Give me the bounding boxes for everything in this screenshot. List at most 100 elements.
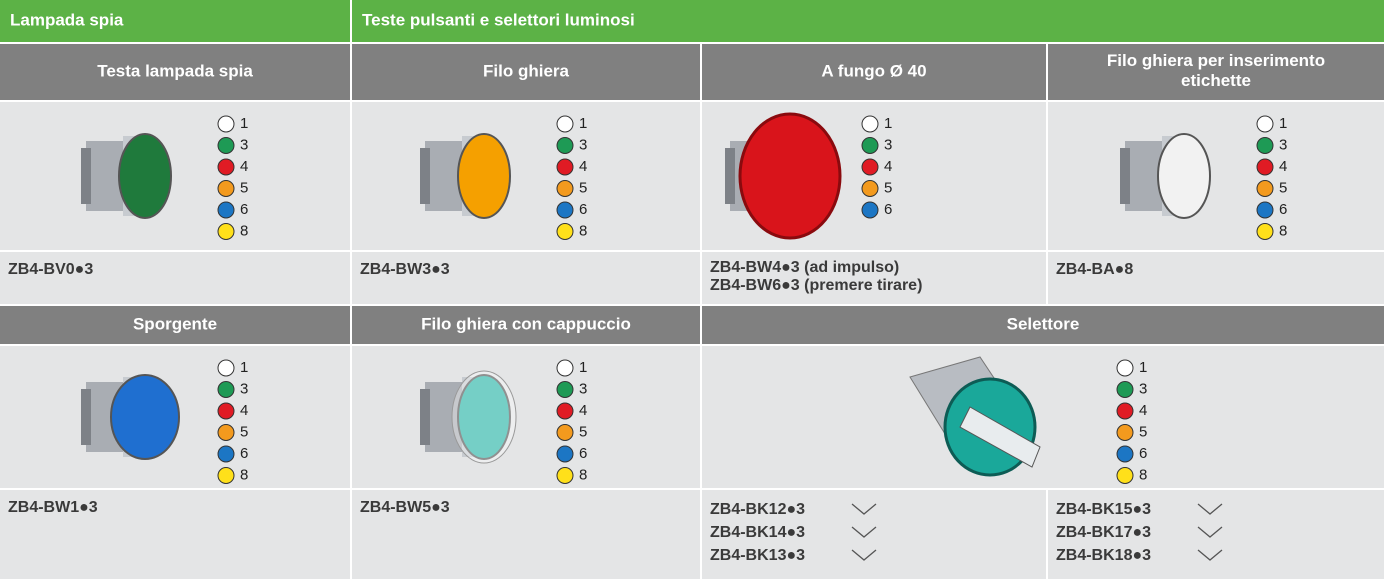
column-header-bg bbox=[352, 306, 700, 344]
legend-code: 5 bbox=[1279, 179, 1287, 196]
image-cell-bg bbox=[352, 346, 700, 488]
code-cell-bg bbox=[0, 252, 350, 304]
legend-code: 1 bbox=[240, 115, 248, 132]
metal-base bbox=[420, 148, 430, 204]
product-code: ZB4-BW5●3 bbox=[360, 499, 450, 516]
image-cell-bg bbox=[1048, 102, 1384, 250]
selector-lever bbox=[959, 406, 1041, 468]
legend-swatch bbox=[1256, 158, 1274, 176]
legend-swatch bbox=[556, 137, 574, 154]
code-cell-bg bbox=[1048, 490, 1384, 579]
switch-symbol bbox=[1197, 549, 1223, 561]
column-header: A fungo Ø 40 bbox=[821, 61, 926, 80]
column-header-bg bbox=[0, 44, 350, 100]
legend-swatch bbox=[556, 467, 574, 484]
legend-code: 8 bbox=[579, 466, 587, 483]
legend-swatch bbox=[217, 424, 235, 441]
legend-swatch bbox=[861, 158, 879, 176]
legend-code: 6 bbox=[1139, 445, 1147, 462]
legend-code: 5 bbox=[1139, 423, 1147, 440]
legend-swatch bbox=[217, 115, 235, 133]
code-cell-bg bbox=[1048, 252, 1384, 304]
legend-code: 6 bbox=[240, 201, 248, 218]
product-code: ZB4-BK14●3 bbox=[710, 524, 805, 541]
legend-swatch bbox=[556, 115, 574, 133]
legend-swatch bbox=[217, 445, 235, 463]
legend-swatch bbox=[217, 359, 235, 377]
legend-swatch bbox=[1116, 381, 1134, 398]
column-header: Testa lampada spia bbox=[97, 61, 253, 80]
legend-swatch bbox=[556, 381, 574, 398]
product-code: ZB4-BV0●3 bbox=[8, 261, 93, 278]
column-header: Selettore bbox=[1007, 314, 1080, 333]
switch-symbol bbox=[851, 503, 877, 515]
legend-code: 6 bbox=[884, 201, 892, 218]
column-header-bg bbox=[0, 306, 350, 344]
legend-swatch bbox=[1256, 201, 1274, 219]
legend-code: 5 bbox=[240, 423, 248, 440]
column-header: Sporgente bbox=[133, 314, 217, 333]
legend-swatch bbox=[1256, 115, 1274, 133]
switch-symbol bbox=[851, 549, 877, 561]
legend-swatch bbox=[861, 137, 879, 154]
legend-code: 8 bbox=[240, 466, 248, 483]
switch-symbol bbox=[1197, 503, 1223, 515]
legend-code: 4 bbox=[579, 402, 587, 419]
lens bbox=[738, 112, 842, 240]
legend-swatch bbox=[556, 359, 574, 377]
cap bbox=[451, 370, 517, 464]
group-header: Teste pulsanti e selettori luminosi bbox=[362, 10, 635, 29]
lens bbox=[110, 374, 180, 460]
legend-swatch bbox=[861, 201, 879, 219]
metal-base bbox=[420, 389, 430, 445]
legend-code: 6 bbox=[1279, 201, 1287, 218]
switch-symbol bbox=[851, 526, 877, 538]
legend-code: 4 bbox=[240, 402, 248, 419]
group-header-bg bbox=[352, 0, 1384, 42]
metal-base bbox=[1120, 148, 1130, 204]
code-cell-bg bbox=[702, 252, 1046, 304]
product-code: ZB4-BK13●3 bbox=[710, 547, 805, 564]
code-cell-bg bbox=[0, 490, 350, 579]
legend-code: 4 bbox=[1279, 158, 1287, 175]
legend-code: 8 bbox=[240, 222, 248, 239]
legend-code: 3 bbox=[1279, 136, 1287, 153]
legend-swatch bbox=[556, 445, 574, 463]
column-header-bg bbox=[352, 44, 700, 100]
legend-swatch bbox=[556, 180, 574, 197]
legend-code: 5 bbox=[884, 179, 892, 196]
legend-code: 6 bbox=[579, 445, 587, 462]
product-code: ZB4-BK17●3 bbox=[1056, 524, 1151, 541]
image-cell-bg bbox=[352, 102, 700, 250]
code-cell-bg bbox=[352, 490, 700, 579]
legend-swatch bbox=[1116, 359, 1134, 377]
legend-swatch bbox=[217, 467, 235, 484]
code-cell-bg bbox=[352, 252, 700, 304]
legend-swatch bbox=[217, 137, 235, 154]
legend-swatch bbox=[1116, 424, 1134, 441]
legend-swatch bbox=[1256, 180, 1274, 197]
product-code: ZB4-BK12●3 bbox=[710, 501, 805, 518]
metal-base bbox=[81, 389, 91, 445]
legend-code: 3 bbox=[1139, 380, 1147, 397]
legend-code: 3 bbox=[240, 136, 248, 153]
legend-swatch bbox=[1116, 467, 1134, 484]
legend-swatch bbox=[217, 180, 235, 197]
legend-code: 1 bbox=[884, 115, 892, 132]
legend-code: 3 bbox=[579, 380, 587, 397]
legend-code: 6 bbox=[240, 445, 248, 462]
legend-code: 3 bbox=[240, 380, 248, 397]
legend-code: 1 bbox=[1139, 359, 1147, 376]
legend-swatch bbox=[556, 201, 574, 219]
legend-code: 5 bbox=[579, 179, 587, 196]
legend-code: 8 bbox=[1139, 466, 1147, 483]
legend-code: 4 bbox=[579, 158, 587, 175]
legend-code: 4 bbox=[240, 158, 248, 175]
metal-base bbox=[81, 148, 91, 204]
lens bbox=[1157, 133, 1211, 219]
image-cell-bg bbox=[0, 102, 350, 250]
legend-swatch bbox=[217, 402, 235, 420]
legend-swatch bbox=[1116, 445, 1134, 463]
legend-swatch bbox=[1116, 402, 1134, 420]
